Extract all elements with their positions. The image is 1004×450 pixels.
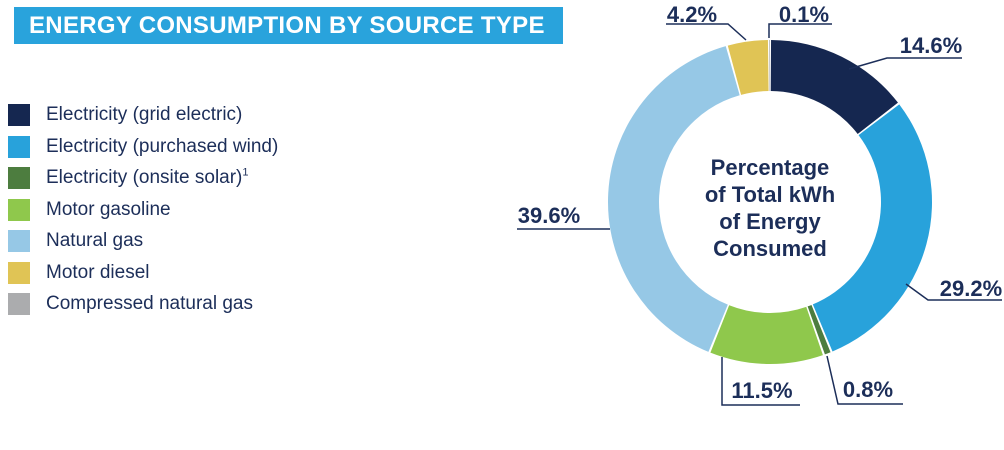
legend-label-motor-gasoline: Motor gasoline xyxy=(46,199,171,221)
legend-item-motor-diesel: Motor diesel xyxy=(8,261,278,284)
center-label-line: Percentage xyxy=(710,155,830,180)
chart-legend: Electricity (grid electric) Electricity … xyxy=(8,104,278,325)
footnote-marker: 1 xyxy=(242,166,249,179)
legend-item-purchased-wind: Electricity (purchased wind) xyxy=(8,135,278,158)
pct-label-onsite-solar: 0.8% xyxy=(842,377,894,402)
center-label-line: Consumed xyxy=(713,236,827,261)
slice-compressed-natural-gas xyxy=(769,39,770,91)
pct-label-motor-gasoline: 11.5% xyxy=(731,378,793,403)
legend-label-text: Electricity (grid electric) xyxy=(46,104,243,125)
pct-label-motor-diesel: 4.2% xyxy=(666,2,718,27)
slice-natural-gas xyxy=(607,46,740,352)
legend-swatch-onsite-solar xyxy=(8,167,30,189)
legend-swatch-compressed-natural-gas xyxy=(8,293,30,315)
legend-item-onsite-solar: Electricity (onsite solar)1 xyxy=(8,167,278,189)
pct-label-grid-electric: 14.6% xyxy=(899,33,963,58)
legend-swatch-natural-gas xyxy=(8,230,30,252)
callout-line-purchased-wind xyxy=(905,283,1002,301)
callout-line-motor-diesel xyxy=(666,23,747,41)
callout-line-grid-electric xyxy=(848,57,962,70)
legend-item-natural-gas: Natural gas xyxy=(8,230,278,252)
slice-electricity-onsite-solar xyxy=(807,304,831,355)
slice-motor-diesel xyxy=(727,40,769,95)
legend-swatch-grid-electric xyxy=(8,104,30,126)
pct-label-purchased-wind: 29.2% xyxy=(939,276,1003,301)
slice-electricity-purchased-wind xyxy=(812,104,933,352)
legend-label-text: Motor diesel xyxy=(46,261,150,283)
legend-label-purchased-wind: Electricity (purchased wind) xyxy=(46,136,278,158)
legend-label-natural-gas: Natural gas xyxy=(46,230,143,252)
legend-swatch-purchased-wind xyxy=(8,135,30,158)
legend-label-grid-electric: Electricity (grid electric) xyxy=(46,104,242,126)
callout-line-compressed-natural-gas xyxy=(768,23,832,38)
header-banner: ENERGY CONSUMPTION BY SOURCE TYPE xyxy=(14,7,563,44)
donut-center-label: Percentage of Total kWh of Energy Consum… xyxy=(705,154,835,262)
legend-label-compressed-natural-gas: Compressed natural gas xyxy=(46,293,253,315)
legend-item-motor-gasoline: Motor gasoline xyxy=(8,198,278,221)
pct-label-natural-gas: 39.6% xyxy=(517,203,581,228)
legend-swatch-motor-diesel xyxy=(8,261,30,284)
slice-motor-gasoline xyxy=(710,305,823,364)
center-label-line: of Total kWh xyxy=(704,182,836,207)
callout-line-onsite-solar xyxy=(826,355,903,405)
page-title: ENERGY CONSUMPTION BY SOURCE TYPE xyxy=(29,11,545,39)
legend-item-grid-electric: Electricity (grid electric) xyxy=(8,104,278,126)
donut-slices xyxy=(607,39,933,364)
legend-label-text: Motor gasoline xyxy=(46,198,171,220)
legend-label-onsite-solar: Electricity (onsite solar)1 xyxy=(46,167,249,189)
legend-label-motor-diesel: Motor diesel xyxy=(46,262,150,284)
legend-label-text: Electricity (purchased wind) xyxy=(46,135,279,157)
slice-electricity-grid-electric xyxy=(770,40,898,134)
legend-swatch-motor-gasoline xyxy=(8,198,30,221)
center-label-line: of Energy xyxy=(719,209,821,234)
legend-label-text: Electricity (onsite solar) xyxy=(46,167,243,188)
legend-label-text: Natural gas xyxy=(46,230,144,251)
callout-line-motor-gasoline xyxy=(721,357,800,406)
pct-label-compressed-natural-gas: 0.1% xyxy=(778,2,830,27)
callout-lines xyxy=(517,23,1002,406)
legend-label-text: Compressed natural gas xyxy=(46,293,253,314)
legend-item-compressed-natural-gas: Compressed natural gas xyxy=(8,293,278,315)
